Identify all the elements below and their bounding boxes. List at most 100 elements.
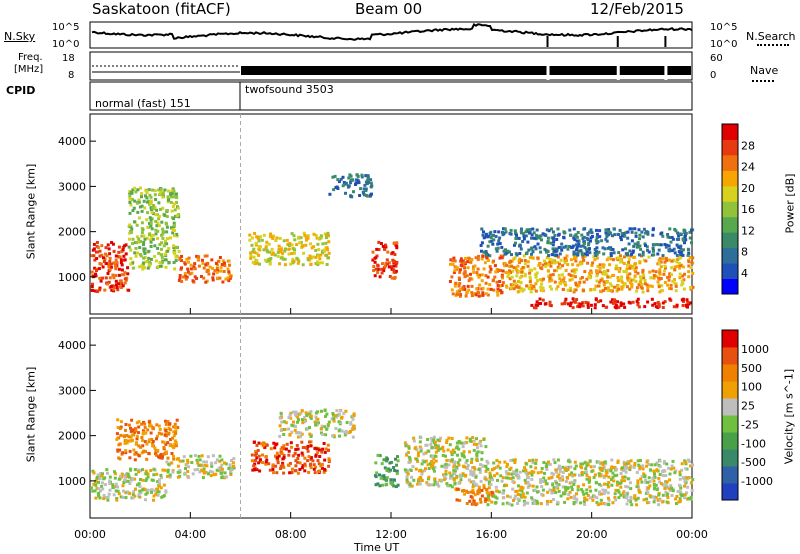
panel0-cell-3-168 <box>271 236 275 240</box>
panel0-cell-0-58 <box>99 262 103 266</box>
panel0-cell-9-358 <box>524 230 528 234</box>
panel0-cell-2-39 <box>228 276 232 280</box>
xtick-label-1: 04:00 <box>174 528 206 541</box>
panel1-cell-7-472 <box>516 474 520 478</box>
panel1-cell-6-265 <box>479 479 483 483</box>
panel0-cell-3-39 <box>272 234 276 238</box>
panel1-cell-7-461 <box>495 466 498 469</box>
panel0-cell-7-6 <box>619 278 623 282</box>
panel1-cell-3-162 <box>264 460 268 464</box>
colorbar1-seg-0 <box>722 483 738 501</box>
panel0-cell-0-22 <box>96 246 100 249</box>
panel1-cell-0-36 <box>97 475 101 478</box>
panel1-cell-7-190 <box>540 485 544 489</box>
panel1-cell-6-207 <box>477 468 481 471</box>
panel0-cell-9-5 <box>568 228 572 232</box>
panel1-cell-3-152 <box>309 444 313 448</box>
panel0-cell-0-61 <box>111 242 115 246</box>
panel1-cell-3-72 <box>265 443 269 447</box>
panel0-cell-2-13 <box>221 280 225 284</box>
panel0-cell-9-95 <box>588 230 591 234</box>
panel0-cell-9-308 <box>570 245 573 249</box>
panel0-cell-8-99 <box>541 298 545 302</box>
panel0-cell-1-225 <box>160 255 164 259</box>
panel0-cell-9-324 <box>539 250 543 254</box>
panel0-cell-9-37 <box>577 249 581 253</box>
panel0-cell-7-372 <box>570 269 574 273</box>
panel1-cell-7-188 <box>664 474 668 477</box>
panel1-cell-0-18 <box>139 478 142 481</box>
panel1-cell-7-518 <box>546 490 550 494</box>
panel0-cell-9-48 <box>496 242 500 246</box>
panel1-cell-1-177 <box>174 426 178 430</box>
panel1-cell-4-135 <box>309 414 313 418</box>
panel0-cell-7-371 <box>677 261 681 265</box>
panel1-cell-6-94 <box>418 440 422 444</box>
panel1-cell-7-525 <box>529 465 533 469</box>
panel1-cell-6-144 <box>417 478 421 481</box>
colorbar0-seg-7 <box>722 170 738 187</box>
panel1-cell-5-1 <box>389 478 393 482</box>
panel1-cell-1-69 <box>150 438 154 441</box>
panel0-cell-7-51 <box>613 285 616 289</box>
panel0-cell-6-31 <box>486 275 490 279</box>
panel1-cell-7-108 <box>488 476 492 480</box>
panel0-cell-7-302 <box>670 273 673 277</box>
panel0-cell-3-149 <box>326 231 330 235</box>
panel0-cell-3-6 <box>306 234 310 238</box>
panel0-cell-9-161 <box>498 242 502 245</box>
panel0-cell-7-145 <box>604 287 607 290</box>
panel1-cell-7-191 <box>580 471 584 474</box>
panel1-cell-6-225 <box>481 464 485 468</box>
panel0-cell-9-377 <box>581 244 585 248</box>
panel0-cell-5-29 <box>392 242 396 245</box>
panel0-cell-5-59 <box>387 261 391 265</box>
panel0-cell-1-132 <box>157 224 161 228</box>
panel0-cell-7-479 <box>569 258 573 262</box>
panel1-cell-0-95 <box>145 477 149 481</box>
panel1-cell-7-233 <box>610 458 614 462</box>
panel0-cell-5-43 <box>391 251 395 255</box>
panel0-cell-1-270 <box>138 253 142 256</box>
panel1-cell-7-200 <box>588 459 592 463</box>
panel1-cell-7-16 <box>652 479 656 483</box>
colorbar1-tick-5: -100 <box>741 437 766 450</box>
panel1-cell-6-131 <box>432 435 436 439</box>
panel1-cell-3-107 <box>317 448 321 452</box>
panel0-cell-9-100 <box>531 250 535 254</box>
panel1-cell-7-221 <box>683 493 687 497</box>
panel0-cell-1-189 <box>149 221 153 225</box>
panel0-cell-9-235 <box>627 242 631 246</box>
panel0-cell-9-35 <box>598 229 602 233</box>
panel1-cell-3-150 <box>268 468 272 472</box>
panel1-cell-6-38 <box>468 450 471 454</box>
panel1-cell-6-238 <box>430 455 434 459</box>
panel0-cell-0-20 <box>111 273 115 277</box>
panel0-cell-1-236 <box>172 202 176 206</box>
panel0-cell-9-93 <box>641 250 645 254</box>
panel0-cell-0-16 <box>98 276 102 280</box>
panel0-cell-3-127 <box>253 232 257 235</box>
panel0-cell-1-232 <box>144 260 148 264</box>
panel0-cell-7-234 <box>617 287 621 291</box>
panel1-cell-8-5 <box>476 492 480 496</box>
panel1-cell-7-438 <box>678 470 682 474</box>
panel1-cell-0-75 <box>126 479 130 483</box>
panel1-cell-4-107 <box>326 424 330 428</box>
panel1-cell-7-620 <box>661 493 665 497</box>
panel0-cell-9-232 <box>612 251 616 255</box>
panel1-cell-1-95 <box>130 433 134 437</box>
panel1-cell-7-481 <box>615 467 618 471</box>
panel0-cell-9-151 <box>515 233 518 237</box>
panel0-cell-9-319 <box>690 241 693 245</box>
panel1-cell-4-70 <box>296 413 299 417</box>
cpid-panel-frame <box>89 81 693 111</box>
panel1-cell-7-340 <box>606 482 610 486</box>
panel0-cell-1-73 <box>174 259 178 263</box>
panel1-cell-6-145 <box>434 481 438 485</box>
xtick-label-2: 08:00 <box>275 528 307 541</box>
panel1-cell-2-99 <box>212 473 216 477</box>
panel0-cell-9-84 <box>623 234 627 238</box>
panel0-cell-1-34 <box>131 188 135 192</box>
panel0-cell-7-319 <box>550 261 554 265</box>
